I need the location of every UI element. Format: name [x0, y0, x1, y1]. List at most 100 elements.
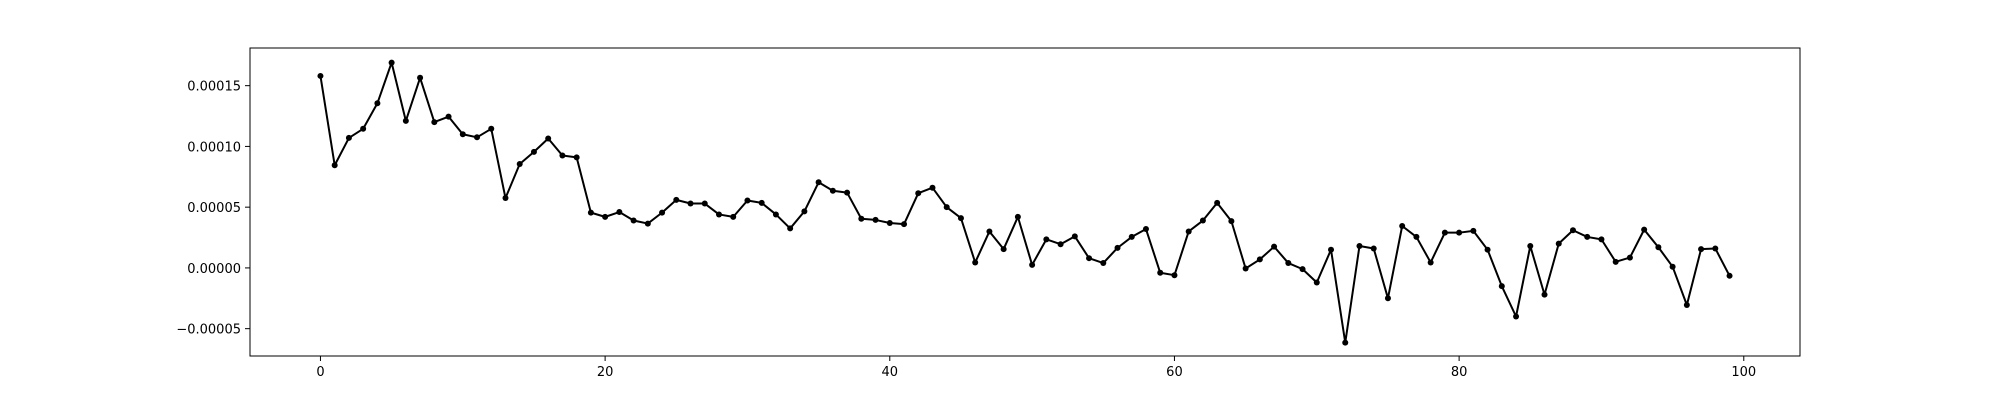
data-point	[701, 200, 708, 207]
x-tick-label: 0	[316, 365, 324, 380]
data-point	[602, 213, 609, 220]
data-point	[1399, 223, 1406, 229]
data-point	[659, 209, 666, 216]
data-point	[331, 162, 338, 169]
data-point	[1271, 243, 1278, 250]
data-point	[1029, 261, 1036, 268]
y-tick-label: −0.00005	[176, 323, 241, 338]
data-point	[1498, 283, 1505, 290]
data-point	[360, 125, 367, 132]
data-point	[374, 100, 381, 107]
data-point	[1569, 227, 1576, 234]
data-point	[787, 225, 794, 232]
data-point	[1171, 272, 1178, 279]
data-point	[1086, 255, 1093, 262]
y-tick-label: 0.00000	[187, 262, 241, 277]
y-tick-label: 0.00005	[187, 201, 241, 216]
data-point	[1000, 246, 1007, 253]
data-point	[1142, 226, 1149, 233]
data-point	[1441, 229, 1448, 236]
data-point	[630, 217, 637, 224]
data-point	[1513, 313, 1520, 320]
data-point	[730, 213, 737, 220]
data-point	[687, 200, 694, 207]
data-point	[573, 154, 580, 161]
data-point	[1683, 301, 1690, 308]
data-point	[1313, 279, 1320, 286]
data-point	[1598, 236, 1605, 243]
data-point	[345, 134, 352, 141]
data-point	[1669, 263, 1676, 270]
data-point	[901, 221, 908, 228]
data-point	[587, 209, 594, 216]
y-tick-label: 0.00015	[187, 80, 241, 95]
data-point	[1555, 240, 1562, 247]
data-point	[929, 184, 936, 191]
y-tick-label: 0.00010	[187, 140, 241, 155]
data-point	[459, 131, 466, 138]
data-point	[758, 199, 765, 206]
data-point	[1413, 233, 1420, 240]
data-point	[801, 208, 808, 215]
data-point	[1698, 246, 1705, 253]
data-point	[844, 189, 851, 196]
data-point	[488, 125, 495, 132]
data-point	[1014, 213, 1021, 220]
data-point	[943, 204, 950, 211]
data-point	[1626, 254, 1633, 261]
data-point	[1612, 258, 1619, 265]
x-tick-label: 40	[882, 365, 899, 380]
data-point	[915, 190, 922, 197]
data-point	[1299, 266, 1306, 273]
data-point	[1584, 233, 1591, 240]
data-point	[986, 228, 993, 235]
data-point	[388, 59, 395, 66]
data-point	[1527, 243, 1534, 250]
data-point	[616, 209, 623, 216]
data-point	[1043, 236, 1050, 243]
data-point	[957, 215, 964, 222]
data-point	[1242, 265, 1249, 272]
data-point	[1285, 260, 1292, 267]
data-point	[1356, 243, 1363, 250]
data-point	[886, 219, 893, 226]
data-point	[1712, 245, 1719, 252]
data-point	[772, 211, 779, 218]
data-point	[1484, 246, 1491, 253]
data-point	[417, 74, 424, 81]
data-point	[1128, 233, 1135, 240]
data-point	[530, 148, 537, 155]
x-tick-label: 20	[597, 365, 614, 380]
x-tick-label: 100	[1731, 365, 1756, 380]
data-point	[1541, 291, 1548, 298]
data-point	[715, 211, 722, 218]
data-point	[1726, 272, 1733, 279]
data-point	[644, 220, 651, 227]
data-point	[559, 152, 566, 159]
data-point	[1228, 218, 1235, 225]
data-point	[829, 187, 836, 194]
y-axis: −0.00005 0.00000 0.00005 0.00010 0.00015	[176, 80, 250, 338]
data-point	[1370, 245, 1377, 252]
data-point	[317, 72, 324, 79]
data-point	[815, 179, 822, 186]
data-point	[1655, 244, 1662, 251]
data-point	[1427, 259, 1434, 266]
data-point	[516, 161, 523, 168]
data-point	[431, 119, 438, 126]
data-point	[1214, 199, 1221, 206]
plot-frame	[249, 47, 1801, 357]
data-point	[1100, 260, 1107, 267]
data-point	[1470, 227, 1477, 234]
x-axis: 0 20 40 60 80 100	[316, 356, 1756, 380]
data-point	[1384, 295, 1391, 302]
data-point	[402, 117, 409, 124]
data-point	[1057, 241, 1064, 248]
x-tick-label: 80	[1451, 365, 1468, 380]
series-layer	[317, 59, 1733, 346]
series-line	[319, 61, 1731, 344]
data-point	[1071, 233, 1078, 240]
data-point	[872, 216, 879, 223]
data-point	[1342, 339, 1349, 346]
